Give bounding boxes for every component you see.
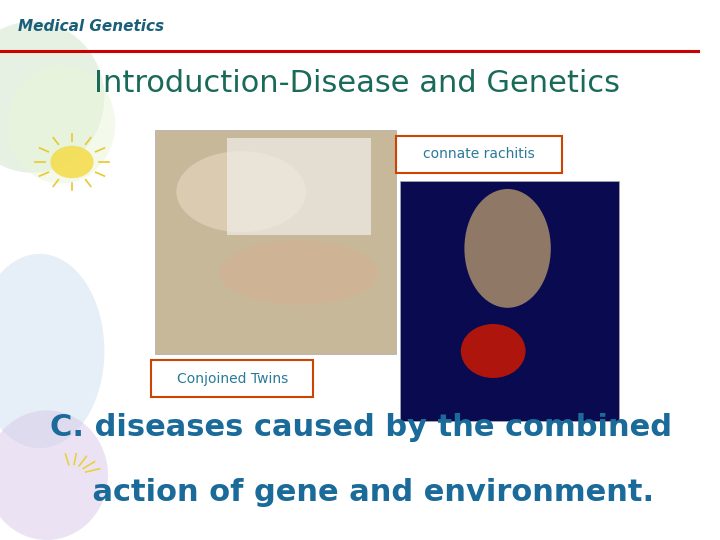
FancyBboxPatch shape bbox=[151, 360, 313, 397]
Ellipse shape bbox=[220, 240, 378, 305]
Text: Introduction-Disease and Genetics: Introduction-Disease and Genetics bbox=[94, 69, 620, 98]
FancyBboxPatch shape bbox=[396, 136, 562, 173]
Ellipse shape bbox=[176, 151, 306, 232]
Ellipse shape bbox=[0, 22, 104, 173]
FancyBboxPatch shape bbox=[155, 130, 396, 354]
Ellipse shape bbox=[7, 65, 115, 184]
Text: Medical Genetics: Medical Genetics bbox=[18, 19, 164, 34]
FancyBboxPatch shape bbox=[400, 181, 619, 421]
Ellipse shape bbox=[461, 324, 526, 378]
Circle shape bbox=[50, 146, 94, 178]
Text: action of gene and environment.: action of gene and environment. bbox=[50, 478, 654, 507]
Ellipse shape bbox=[464, 189, 551, 308]
Text: Conjoined Twins: Conjoined Twins bbox=[176, 372, 288, 386]
Ellipse shape bbox=[0, 254, 104, 448]
Text: C. diseases caused by the combined: C. diseases caused by the combined bbox=[50, 413, 672, 442]
Text: connate rachitis: connate rachitis bbox=[423, 147, 535, 161]
FancyBboxPatch shape bbox=[227, 138, 371, 235]
Ellipse shape bbox=[0, 410, 108, 540]
